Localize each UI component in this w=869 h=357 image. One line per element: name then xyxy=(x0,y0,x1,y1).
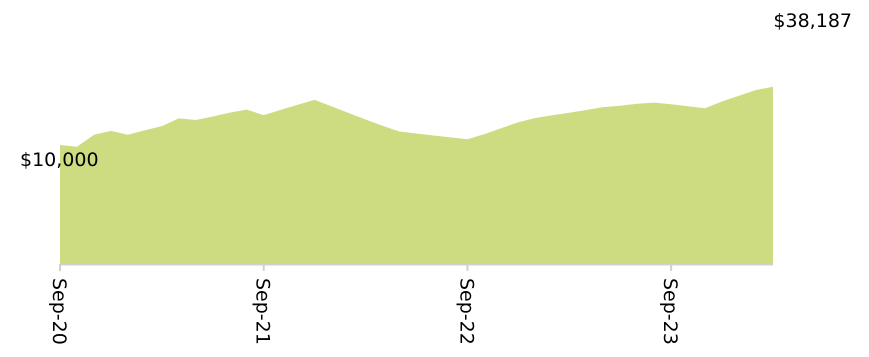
x-tick-label: Sep-21 xyxy=(252,278,274,345)
x-axis-ticks: Sep-20 Sep-21 Sep-22 Sep-23 xyxy=(48,264,681,345)
x-tick-label: Sep-23 xyxy=(659,278,681,345)
x-tick-label: Sep-22 xyxy=(455,278,477,345)
x-tick-label: Sep-20 xyxy=(48,278,70,345)
plot-area xyxy=(60,86,773,264)
area-series xyxy=(60,86,773,264)
start-value-label: $10,000 xyxy=(20,149,99,171)
end-value-label: $38,187 xyxy=(773,10,852,32)
